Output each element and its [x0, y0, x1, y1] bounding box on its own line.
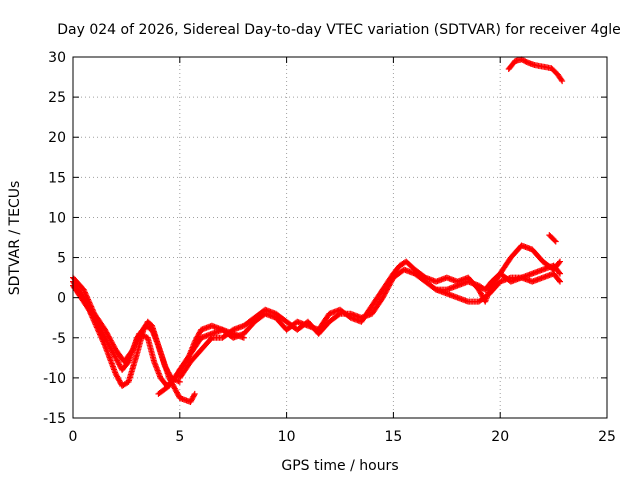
y-tick-label: 5 [57, 251, 66, 267]
data-point [556, 277, 563, 284]
data-point [557, 270, 564, 277]
series-track-6 [433, 270, 564, 293]
data-point [552, 238, 559, 245]
axis-ticks: 0 5 10 15 20 25 -15 -10 -5 0 5 10 15 20 25 30 [43, 50, 616, 445]
x-tick-label: 5 [175, 429, 184, 445]
data-point [191, 390, 198, 397]
data-point [556, 269, 563, 276]
x-tick-label: 15 [384, 429, 402, 445]
y-tick-label: 20 [48, 130, 66, 146]
y-tick-label: -10 [43, 371, 66, 387]
data-point [556, 259, 563, 266]
data-point [558, 76, 565, 83]
y-axis-label: SDTVAR / TECUs [7, 181, 23, 296]
y-tick-label: 0 [57, 291, 66, 307]
series-track-5 [176, 262, 564, 381]
y-tick-label: 30 [48, 50, 66, 66]
data-point [551, 237, 558, 244]
y-tick-label: -15 [43, 411, 66, 427]
x-tick-label: 20 [491, 429, 509, 445]
x-axis-label: GPS time / hours [281, 458, 398, 474]
series-track-4 [155, 242, 564, 397]
series-track-7 [505, 56, 566, 85]
y-tick-label: -5 [52, 331, 66, 347]
x-tick-label: 10 [278, 429, 296, 445]
series-track-2 [70, 282, 183, 385]
y-tick-label: 15 [48, 170, 66, 186]
data-point [335, 311, 342, 318]
data-point [559, 78, 566, 85]
series-track-8 [546, 232, 559, 245]
data-point [557, 278, 564, 285]
x-tick-label: 0 [69, 429, 78, 445]
y-tick-label: 10 [48, 210, 66, 226]
data-points [70, 56, 566, 405]
chart-title: Day 024 of 2026, Sidereal Day-to-day VTE… [57, 22, 621, 38]
plot-frame [72, 56, 608, 419]
x-tick-label: 25 [598, 429, 616, 445]
data-point [191, 392, 198, 399]
data-point [557, 258, 564, 265]
y-tick-label: 25 [48, 90, 66, 106]
